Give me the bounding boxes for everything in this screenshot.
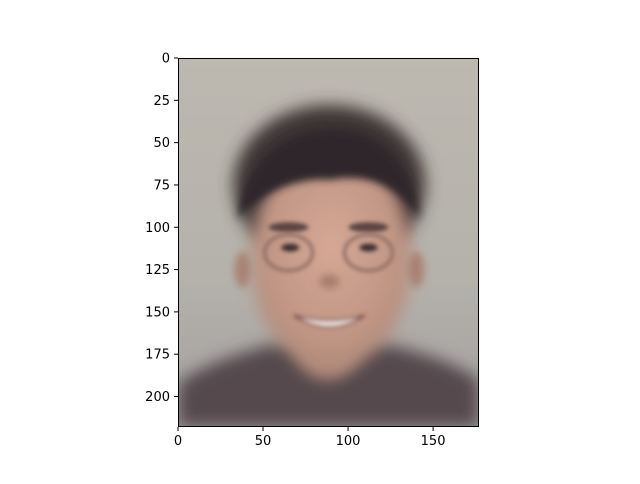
x-tick-label: 0 <box>174 434 182 449</box>
x-tick-label: 100 <box>336 434 361 449</box>
right-eyebrow <box>348 222 389 233</box>
right-ear <box>408 251 425 288</box>
y-tick-label: 150 <box>145 305 170 320</box>
y-tick-label: 0 <box>162 52 170 67</box>
y-tick-label: 50 <box>153 136 170 151</box>
y-tick-label: 25 <box>153 94 170 109</box>
y-tick-label: 100 <box>145 221 170 236</box>
x-axis: 0 50 100 150 <box>174 427 446 449</box>
y-tick-label: 125 <box>145 263 170 278</box>
y-axis: 0 25 50 75 100 125 150 175 200 <box>145 52 178 405</box>
axes-frame <box>178 58 479 427</box>
y-tick-label: 200 <box>145 390 170 405</box>
mouth <box>293 314 366 328</box>
y-tick-label: 175 <box>145 348 170 363</box>
left-ear <box>234 251 251 288</box>
face-region <box>251 145 412 370</box>
left-eye <box>281 243 300 252</box>
left-eye-ring <box>263 233 315 273</box>
face-image <box>178 58 479 427</box>
right-eye <box>359 243 378 252</box>
hair-fringe <box>237 128 420 219</box>
left-eyebrow <box>268 222 309 233</box>
shirt-region <box>178 342 479 427</box>
y-tick-label: 75 <box>153 178 170 193</box>
right-eye-ring <box>342 233 394 273</box>
x-tick-label: 150 <box>421 434 446 449</box>
x-tick-label: 50 <box>255 434 272 449</box>
nose <box>319 274 340 289</box>
